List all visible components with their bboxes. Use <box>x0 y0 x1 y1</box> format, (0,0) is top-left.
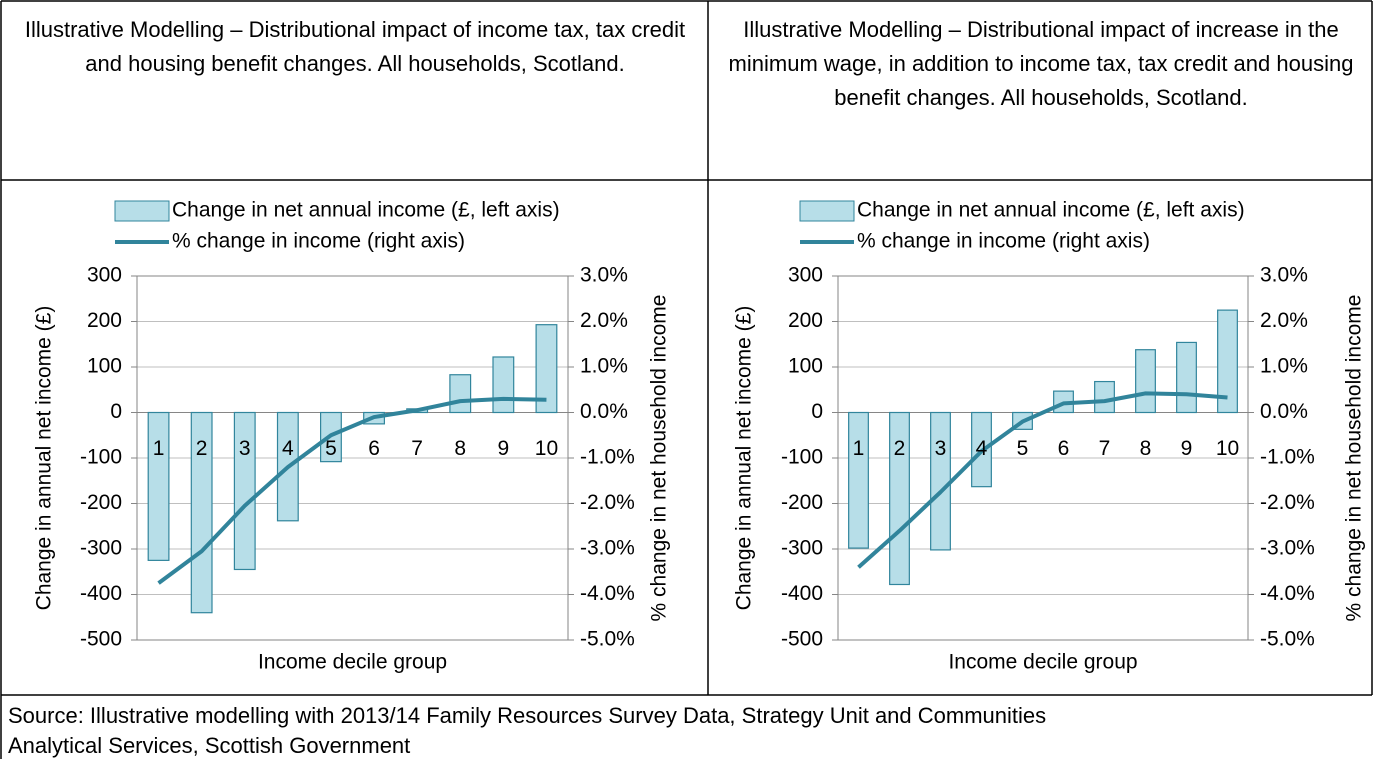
bar <box>449 374 472 414</box>
legend-label: % change in income (right axis) <box>172 230 465 253</box>
plot-border <box>136 275 569 641</box>
y2-tick-label: 0.0% <box>1260 400 1308 423</box>
bar <box>889 411 910 586</box>
y-axis-title: Change in annual net income (£) <box>733 306 756 611</box>
y-tick-label: 300 <box>788 264 823 287</box>
x-tick-label: 1 <box>153 437 165 460</box>
x-tick-label: 5 <box>325 437 337 460</box>
legend-label: Change in net annual income (£, left axi… <box>172 199 560 222</box>
y2-tick-label: 2.0% <box>580 309 628 332</box>
x-tick-label: 6 <box>368 437 380 460</box>
x-tick-label: 8 <box>454 437 466 460</box>
bar <box>190 411 213 614</box>
y2-tick-label: 3.0% <box>580 264 628 287</box>
x-axis-title: Income decile group <box>948 651 1137 674</box>
y2-tick-label: -4.0% <box>580 582 635 605</box>
y-tick-label: -500 <box>80 628 122 651</box>
y-tick-label: -300 <box>80 537 122 560</box>
y2-tick-label: -5.0% <box>580 628 635 651</box>
x-tick-label: 1 <box>853 437 865 460</box>
y2-tick-label: 0.0% <box>580 400 628 423</box>
legend-label: Change in net annual income (£, left axi… <box>857 199 1245 222</box>
x-tick-label: 6 <box>1058 437 1070 460</box>
y-tick-label: -100 <box>781 446 823 469</box>
x-tick-label: 10 <box>535 437 558 460</box>
x-tick-label: 8 <box>1140 437 1152 460</box>
y-tick-label: 100 <box>788 355 823 378</box>
header-left: Illustrative Modelling – Distributional … <box>24 17 686 76</box>
bar <box>1135 349 1156 414</box>
y-tick-label: -200 <box>80 491 122 514</box>
x-tick-label: 9 <box>1181 437 1193 460</box>
x-tick-label: 2 <box>894 437 906 460</box>
y-tick-label: -500 <box>781 628 823 651</box>
legend-swatch <box>114 200 170 222</box>
x-axis-title: Income decile group <box>258 651 447 674</box>
y-tick-label: -100 <box>80 446 122 469</box>
y2-tick-label: 1.0% <box>1260 355 1308 378</box>
y-tick-label: 200 <box>788 309 823 332</box>
y-tick-label: -400 <box>781 582 823 605</box>
bar <box>233 411 256 571</box>
y2-axis-title: % change in net household income <box>648 295 671 622</box>
y-tick-label: 200 <box>87 309 122 332</box>
x-tick-label: 3 <box>239 437 251 460</box>
bar <box>492 356 515 414</box>
x-tick-label: 9 <box>498 437 510 460</box>
y2-tick-label: -5.0% <box>1260 628 1315 651</box>
line-series <box>857 391 1228 569</box>
source-note: Source: Illustrative modelling with 2013… <box>8 703 1047 758</box>
y2-tick-label: -2.0% <box>1260 491 1315 514</box>
y-tick-label: 300 <box>87 264 122 287</box>
x-tick-label: 10 <box>1216 437 1239 460</box>
y-tick-label: 0 <box>110 400 122 423</box>
y-axis-title: Change in annual net income (£) <box>33 306 56 611</box>
y2-tick-label: -1.0% <box>1260 446 1315 469</box>
x-tick-label: 3 <box>935 437 947 460</box>
y-tick-label: -300 <box>781 537 823 560</box>
y2-tick-label: -1.0% <box>580 446 635 469</box>
y2-tick-label: 3.0% <box>1260 264 1308 287</box>
bar <box>848 411 869 549</box>
y-tick-label: 0 <box>811 400 823 423</box>
y-tick-label: -400 <box>80 582 122 605</box>
x-tick-label: 2 <box>196 437 208 460</box>
legend-swatch <box>799 200 855 222</box>
y-tick-label: -200 <box>781 491 823 514</box>
plot-border <box>837 275 1249 641</box>
y2-axis-title: % change in net household income <box>1343 295 1366 622</box>
bar <box>1176 341 1197 414</box>
y2-tick-label: -3.0% <box>1260 537 1315 560</box>
header-right: Illustrative Modelling – Distributional … <box>728 17 1354 110</box>
y2-tick-label: 1.0% <box>580 355 628 378</box>
y2-tick-label: -2.0% <box>580 491 635 514</box>
bar <box>1094 380 1115 414</box>
x-tick-label: 4 <box>282 437 294 460</box>
legend-label: % change in income (right axis) <box>857 230 1150 253</box>
y-tick-label: 100 <box>87 355 122 378</box>
y2-tick-label: -3.0% <box>580 537 635 560</box>
x-tick-label: 7 <box>411 437 423 460</box>
x-tick-label: 4 <box>976 437 988 460</box>
x-tick-label: 5 <box>1017 437 1029 460</box>
bar <box>930 411 951 551</box>
line-series <box>157 396 547 585</box>
y2-tick-label: 2.0% <box>1260 309 1308 332</box>
y2-tick-label: -4.0% <box>1260 582 1315 605</box>
bar <box>1217 309 1238 414</box>
x-tick-label: 7 <box>1099 437 1111 460</box>
bar <box>535 324 558 414</box>
bar <box>147 411 170 561</box>
